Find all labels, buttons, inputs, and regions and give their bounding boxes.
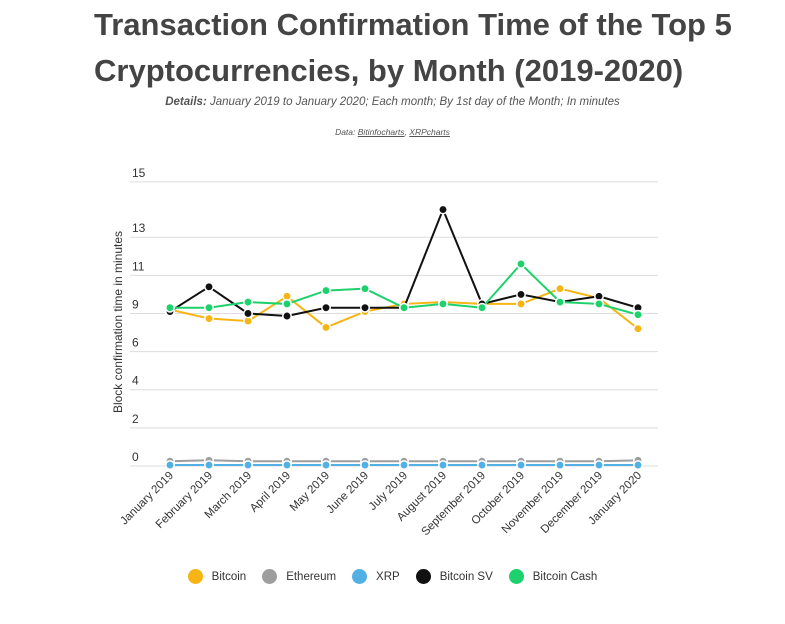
- source-separator: ,: [404, 127, 407, 137]
- data-point-bitcoin-sv[interactable]: [516, 289, 526, 300]
- legend-label: Bitcoin SV: [439, 570, 493, 583]
- legend-swatch: [508, 569, 524, 584]
- legend-label: XRP: [376, 570, 400, 583]
- y-tick-label: 11: [132, 259, 145, 273]
- data-point-xrp[interactable]: [204, 460, 214, 470]
- y-tick-label: 4: [132, 374, 139, 388]
- data-point-xrp[interactable]: [438, 460, 448, 470]
- data-point-xrp[interactable]: [165, 460, 175, 470]
- legend-item-ethereum[interactable]: Ethereum: [262, 569, 336, 584]
- data-point-bitcoin-sv[interactable]: [204, 281, 214, 292]
- data-point-bitcoin-cash[interactable]: [516, 258, 526, 269]
- data-point-bitcoin-sv[interactable]: [243, 308, 253, 319]
- data-point-xrp[interactable]: [282, 460, 292, 470]
- y-tick-label: 6: [132, 336, 139, 350]
- data-point-xrp[interactable]: [321, 460, 331, 470]
- data-point-bitcoin-cash[interactable]: [594, 298, 604, 309]
- legend-swatch: [262, 569, 278, 584]
- data-point-xrp[interactable]: [243, 460, 253, 470]
- data-point-bitcoin[interactable]: [555, 283, 565, 294]
- x-tick-label: April 2019: [248, 470, 293, 515]
- chart-details: Details: January 2019 to January 2020; E…: [0, 96, 785, 108]
- data-point-bitcoin-cash[interactable]: [633, 309, 643, 320]
- legend-swatch: [187, 569, 203, 584]
- data-point-xrp[interactable]: [516, 460, 526, 470]
- data-point-bitcoin-sv[interactable]: [321, 302, 331, 313]
- data-point-bitcoin-sv[interactable]: [282, 311, 292, 321]
- data-point-bitcoin-cash[interactable]: [360, 283, 370, 294]
- details-label: Details:: [165, 96, 207, 108]
- chart-legend: Bitcoin Ethereum XRP Bitcoin SV Bitcoin Cash: [0, 569, 785, 584]
- data-source: Data: Bitinfocharts, XRPcharts: [0, 127, 785, 137]
- data-point-bitcoin-cash[interactable]: [243, 297, 253, 307]
- legend-label: Ethereum: [286, 570, 337, 583]
- y-tick-label: 0: [132, 450, 139, 464]
- legend-item-xrp[interactable]: XRP: [352, 569, 400, 584]
- legend-label: Bitcoin Cash: [532, 570, 598, 583]
- data-point-bitcoin-cash[interactable]: [555, 297, 565, 307]
- source-link-xrpcharts[interactable]: XRPcharts: [409, 127, 450, 137]
- y-axis-label: Block confirmation time in minutes: [111, 230, 125, 414]
- data-point-bitcoin-cash[interactable]: [282, 298, 292, 309]
- y-tick-label: 13: [132, 221, 146, 235]
- chart-title: Transaction Confirmation Time of the Top…: [94, 7, 732, 88]
- data-point-bitcoin-cash[interactable]: [165, 302, 175, 313]
- legend-item-bitcoin[interactable]: Bitcoin: [187, 569, 247, 584]
- data-point-bitcoin[interactable]: [204, 313, 214, 324]
- data-point-bitcoin-sv[interactable]: [438, 204, 448, 215]
- legend-swatch: [352, 569, 368, 584]
- data-point-xrp[interactable]: [594, 460, 604, 470]
- y-tick-label: 2: [132, 412, 139, 426]
- data-point-bitcoin-cash[interactable]: [399, 302, 409, 313]
- data-point-xrp[interactable]: [399, 460, 409, 470]
- y-tick-label: 9: [132, 297, 139, 311]
- data-point-bitcoin-cash[interactable]: [477, 302, 487, 313]
- data-point-bitcoin-sv[interactable]: [360, 302, 370, 313]
- data-point-bitcoin[interactable]: [321, 322, 331, 333]
- x-tick-label: June 2019: [325, 470, 371, 516]
- data-point-bitcoin[interactable]: [516, 298, 526, 309]
- data-point-xrp[interactable]: [555, 460, 565, 470]
- source-prefix: Data:: [335, 127, 356, 137]
- y-tick-label: 15: [132, 166, 146, 180]
- legend-swatch: [415, 569, 431, 584]
- data-point-bitcoin-cash[interactable]: [438, 298, 448, 309]
- data-point-bitcoin-cash[interactable]: [321, 285, 331, 296]
- legend-item-bitcoin-cash[interactable]: Bitcoin Cash: [508, 569, 598, 584]
- data-point-xrp[interactable]: [360, 460, 370, 470]
- legend-item-bitcoin-sv[interactable]: Bitcoin SV: [415, 569, 493, 584]
- details-text: January 2019 to January 2020; Each month…: [209, 96, 620, 108]
- data-point-bitcoin-cash[interactable]: [204, 302, 214, 313]
- data-point-xrp[interactable]: [477, 460, 487, 470]
- data-point-bitcoin[interactable]: [633, 323, 643, 334]
- source-link-bitinfocharts[interactable]: Bitinfocharts: [357, 127, 405, 137]
- data-point-xrp[interactable]: [633, 460, 643, 470]
- legend-label: Bitcoin: [211, 570, 247, 583]
